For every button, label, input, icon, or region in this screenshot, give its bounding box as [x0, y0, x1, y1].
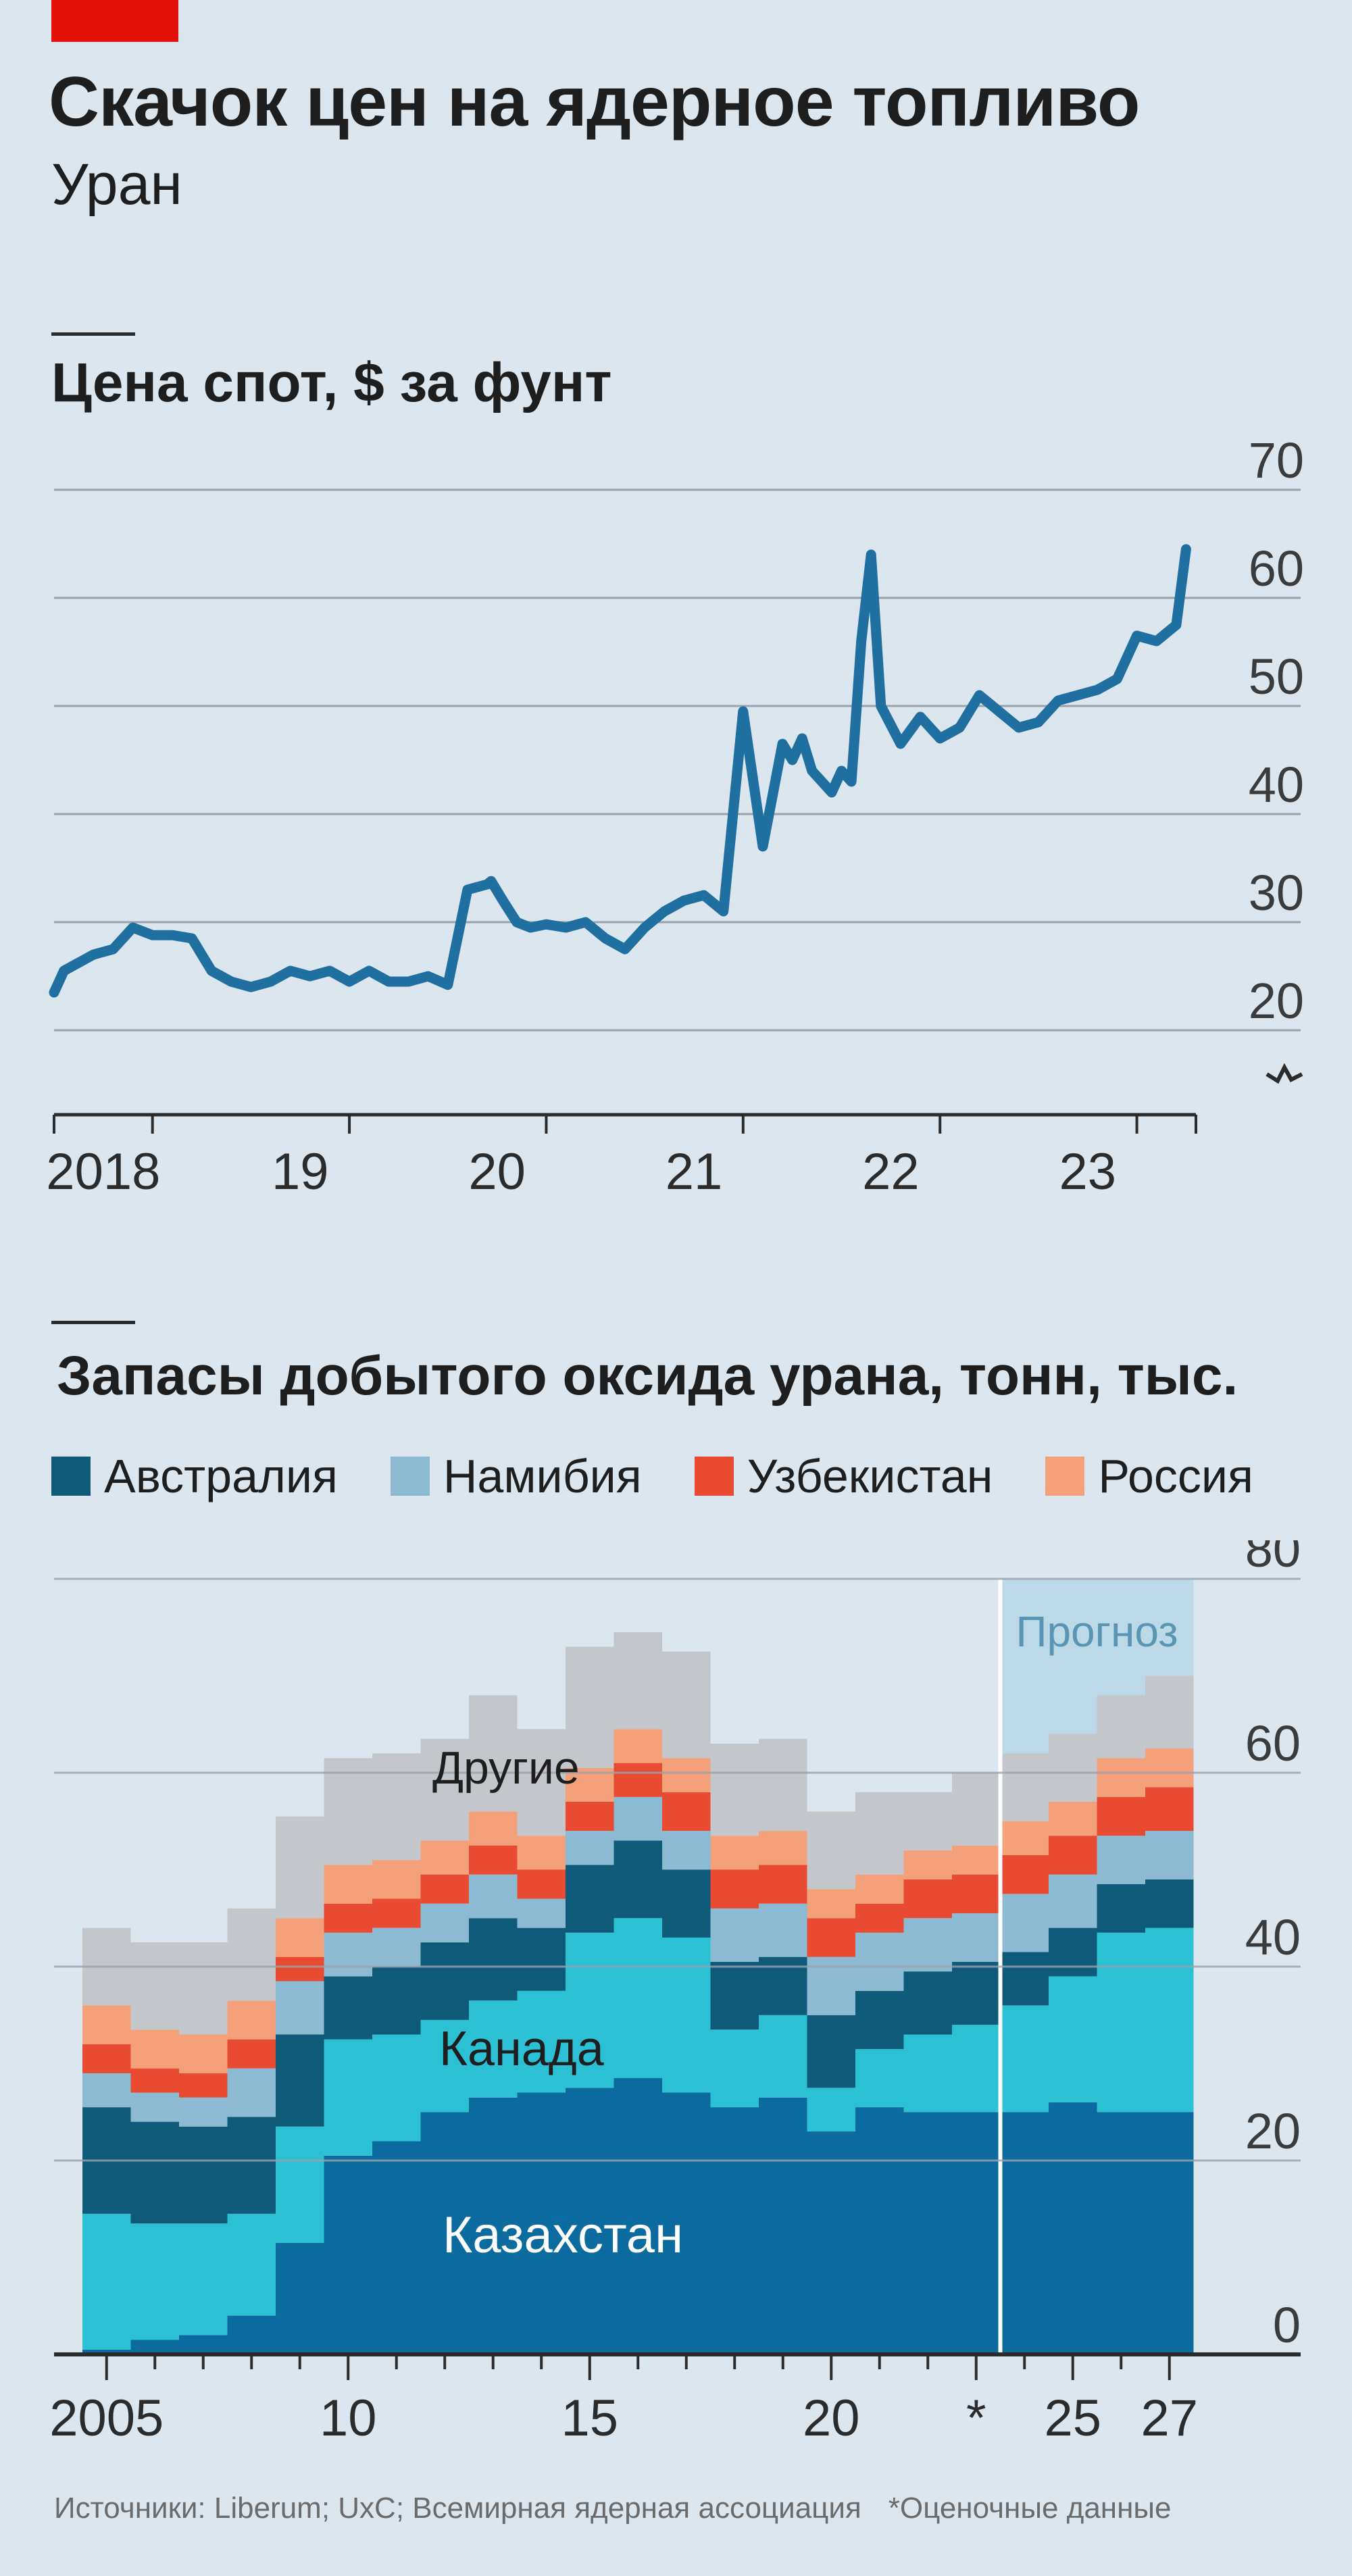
y-tick-label: 0: [1273, 2297, 1301, 2353]
series-label-kazakhstan: Казахстан: [443, 2206, 683, 2264]
x-tick-label: 25: [1044, 2390, 1101, 2439]
area-Казахстан: [82, 2078, 1194, 2354]
x-tick-label: 20: [468, 1143, 526, 1201]
y-tick-label: 50: [1249, 649, 1304, 705]
y-tick-label: 60: [1249, 540, 1304, 597]
series-label-canada: Канада: [439, 2022, 605, 2076]
legend-item-russia: Россия: [1045, 1449, 1253, 1503]
legend-label: Узбекистан: [747, 1450, 993, 1502]
x-tick-label: 27: [1141, 2390, 1198, 2439]
legend-label: Намибия: [443, 1450, 642, 1502]
y-tick-label: 30: [1249, 865, 1304, 921]
legend-item-uzbekistan: Узбекистан: [694, 1449, 993, 1503]
legend-swatch: [1045, 1457, 1085, 1496]
section-rule-spot: [51, 332, 135, 336]
y-tick-label: 80: [1245, 1540, 1301, 1577]
page-subtitle: Уран: [51, 152, 182, 217]
x-tick-label: 2005: [49, 2390, 164, 2439]
y-tick-label: 40: [1249, 757, 1304, 813]
section-rule-reserves: [51, 1321, 135, 1324]
legend: Австралия Намибия Узбекистан Россия: [51, 1449, 1306, 1503]
y-tick-label: 60: [1245, 1715, 1301, 1771]
y-tick-label: 20: [1249, 973, 1304, 1029]
x-tick-label: 21: [666, 1143, 723, 1201]
legend-item-australia: Австралия: [51, 1449, 338, 1503]
series-label-others: Другие: [432, 1742, 580, 1794]
legend-swatch: [51, 1457, 91, 1496]
legend-swatch: [694, 1457, 734, 1496]
page-title: Скачок цен на ядерное топливо: [49, 63, 1140, 141]
axis-break-icon: [1266, 1063, 1303, 1084]
area-Канада: [82, 1918, 1194, 2350]
estimate-note: *Оценочные данные: [888, 2492, 1172, 2525]
reserves-chart-title: Запасы добытого оксида урана, тонн, тыс.: [57, 1345, 1238, 1407]
forecast-label: Прогноз: [1016, 1607, 1178, 1656]
area-Другие: [82, 1632, 1194, 2035]
source-note: Источники: Liberum; UxC; Всемирная ядерн…: [54, 2492, 1172, 2525]
x-tick-label: 23: [1059, 1143, 1116, 1201]
y-tick-label: 40: [1245, 1909, 1301, 1965]
x-tick-label: 15: [561, 2390, 618, 2439]
area-Россия: [82, 1729, 1194, 2073]
legend-label: Россия: [1098, 1450, 1253, 1502]
x-tick-label: *: [966, 2390, 986, 2439]
legend-swatch: [390, 1457, 430, 1496]
x-tick-label: 2018: [46, 1143, 160, 1201]
y-tick-label: 70: [1249, 432, 1304, 488]
accent-bar: [51, 0, 178, 42]
x-tick-label: 22: [862, 1143, 920, 1201]
reserves-chart: Прогноз 0 20 40 60 80 2005 10 15 20 * 25 27 Другие…: [49, 1540, 1301, 2439]
x-tick-label: 20: [803, 2390, 860, 2439]
area-Австралия: [82, 1840, 1194, 2224]
spot-price-chart: 20 30 40 50 60 70 2018 19 20 21 22 23: [46, 432, 1304, 1201]
x-tick-label: 10: [320, 2390, 377, 2439]
source-text: Источники: Liberum; UxC; Всемирная ядерн…: [54, 2492, 861, 2525]
spot-chart-title: Цена спот, $ за фунт: [51, 352, 612, 413]
y-tick-label: 20: [1245, 2103, 1301, 2159]
legend-label: Австралия: [104, 1450, 338, 1502]
area-Намибия: [82, 1796, 1194, 2127]
legend-item-namibia: Намибия: [390, 1449, 642, 1503]
x-tick-label: 19: [272, 1143, 329, 1201]
price-line: [49, 544, 1191, 998]
